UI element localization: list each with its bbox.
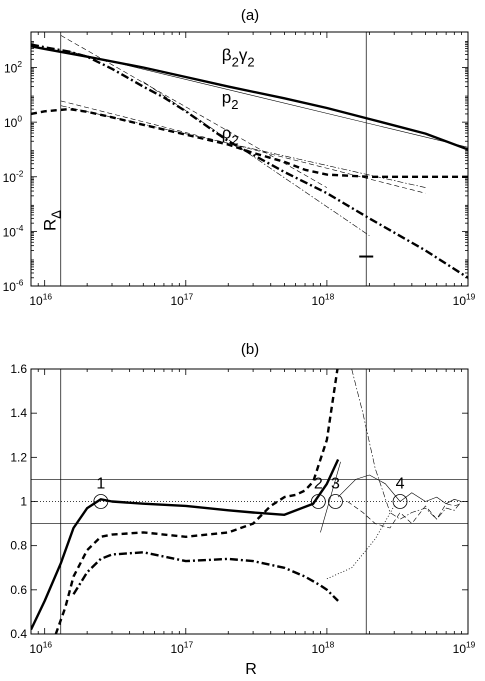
plot-area [31,32,468,286]
series-label-sub: 2 [231,97,238,112]
axes-frame [30,31,469,287]
series-label: p2 [222,88,239,112]
x-tick-label-base: 10 [453,642,467,656]
x-tick-label-base: 10 [170,294,184,308]
y-tick-label: 1 [20,495,27,509]
marker-circle [310,494,326,509]
series-label-base: γ [239,46,248,65]
y-tick-label: 0.6 [10,583,27,597]
series-line [54,369,339,634]
y-tick-label-exp: 0 [17,114,22,124]
series-line [31,45,468,151]
series-line [143,81,370,236]
marker-circle [328,494,343,509]
series-label-base: ρ [222,124,232,143]
chart-b-xlabel: R [245,661,257,678]
x-tick-label-exp: 16 [43,640,53,650]
series-label: β2γ2 [222,46,255,70]
x-tick-label-exp: 18 [325,640,335,650]
axes-frame [30,368,469,635]
series-line [65,50,468,148]
series-label-base: p [222,88,231,107]
r-delta-base: R [41,219,60,231]
x-tick-label-base: 10 [312,294,326,308]
y-tick-label-base: 10 [3,280,17,294]
x-tick-label: 1017 [170,292,193,308]
chart-b-title: (b) [241,341,259,358]
series-line [337,474,462,505]
circle-label: 1 [96,476,105,493]
x-tick-label: 1018 [312,640,335,656]
x-tick-label-exp: 16 [43,292,53,302]
series-label: ρ2 [222,124,239,148]
y-tick-label: 0.8 [10,539,27,553]
y-tick-label: 1.6 [10,362,27,376]
x-tick-label-exp: 17 [184,640,194,650]
y-tick-label: 102 [4,59,22,75]
marker-circle [93,494,109,509]
x-tick-label-base: 10 [29,294,43,308]
circle-label: 2 [314,476,323,493]
y-tick-label-base: 10 [3,225,17,239]
series-line [31,107,468,179]
series-line [60,35,328,188]
x-tick-label-base: 10 [29,642,43,656]
r-delta-sub: Δ [49,210,64,219]
r-delta-label: RΔ [41,210,64,231]
y-tick-label-exp: -2 [16,168,24,178]
circle-label: 4 [396,476,405,493]
series-line [60,105,426,188]
y-tick-label-base: 10 [4,116,18,130]
y-tick-label-exp: -4 [16,223,24,233]
x-tick-label: 1019 [453,292,476,308]
y-tick-label: 10-4 [3,223,24,239]
y-tick-label: 10-6 [3,278,24,294]
x-tick-label-base: 10 [453,294,467,308]
plot-area [31,369,468,634]
x-tick-label: 1016 [29,640,52,656]
x-tick-label-exp: 18 [325,292,335,302]
series-line [347,501,462,529]
x-tick-label: 1018 [312,292,335,308]
series-line [31,458,340,631]
x-tick-label-exp: 17 [184,292,194,302]
series-line [351,369,462,520]
y-tick-label-base: 10 [3,171,17,185]
series-line [31,43,468,279]
x-tick-label-base: 10 [312,642,326,656]
marker-circle [392,494,408,509]
series-line [60,100,426,194]
series-line [326,505,395,580]
chart-a-title: (a) [241,7,259,24]
series-label-base: β [222,46,232,65]
series-label-sub: 2 [247,55,254,70]
x-tick-label: 1016 [29,292,52,308]
series-line [72,551,339,602]
y-tick-label-base: 10 [4,62,18,76]
x-tick-label-base: 10 [170,642,184,656]
y-tick-label-exp: 2 [17,59,22,69]
y-tick-label-exp: -6 [16,278,24,288]
circle-label: 3 [331,476,340,493]
y-tick-label: 1.2 [10,450,27,464]
series-label-sub: 2 [232,55,239,70]
x-tick-label-exp: 19 [466,640,476,650]
series-label-sub: 2 [231,133,238,148]
y-tick-label: 10-2 [3,168,24,184]
x-tick-label: 1019 [453,640,476,656]
x-tick-label: 1017 [170,640,193,656]
y-tick-label: 0.4 [10,627,27,641]
x-tick-label-exp: 19 [466,292,476,302]
y-tick-label: 1.4 [10,406,27,420]
y-tick-label: 100 [4,114,22,130]
